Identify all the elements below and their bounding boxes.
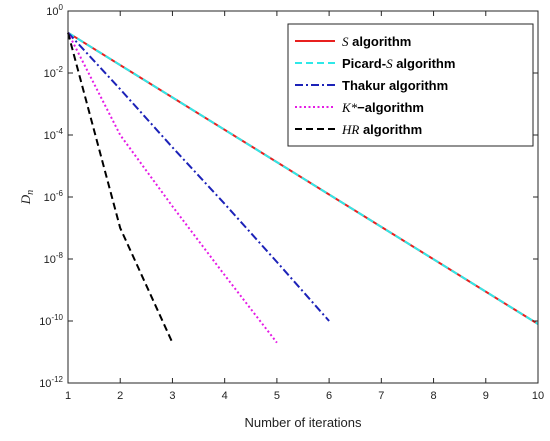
x-tick-label-3: 4 <box>222 390 228 402</box>
y-tick-label-4: 10-8 <box>44 251 64 266</box>
y-tick-label-1: 10-2 <box>44 65 64 80</box>
y-axis-title-subscript: n <box>25 190 36 195</box>
x-tick-label-5: 6 <box>326 390 332 402</box>
y-tick-label-2: 10-4 <box>44 127 64 142</box>
x-tick-label-1: 2 <box>117 390 123 402</box>
legend: S algorithm Picard-S algorithm Thakur algo… <box>287 23 534 147</box>
y-axis-title: Dn <box>18 190 36 205</box>
legend-label-1: Picard-S algorithm <box>342 56 455 71</box>
y-axis-title-main: D <box>18 194 33 205</box>
x-tick-label-6: 7 <box>378 390 384 402</box>
x-tick-label-9: 10 <box>532 390 544 402</box>
y-tick-label-6: 10-12 <box>39 375 63 390</box>
x-tick-label-0: 1 <box>65 390 71 402</box>
legend-label-0: S algorithm <box>342 34 411 49</box>
y-tick-label-5: 10-10 <box>39 313 63 328</box>
legend-entries: S algorithm Picard-S algorithm Thakur algo… <box>295 34 455 137</box>
x-tick-label-2: 3 <box>169 390 175 402</box>
x-axis-title: Number of iterations <box>244 415 362 430</box>
legend-label-2: Thakur algorithm <box>342 78 448 93</box>
x-tick-label-4: 5 <box>274 390 280 402</box>
y-tick-label-3: 10-6 <box>44 189 64 204</box>
series-line-2 <box>67 32 330 322</box>
legend-label-3: K*−algorithm <box>341 100 424 115</box>
x-tick-label-7: 8 <box>430 390 436 402</box>
series-layer <box>67 31 539 344</box>
series-line-4 <box>67 32 174 344</box>
x-tick-label-8: 9 <box>483 390 489 402</box>
tick-layer: 1 2 3 4 5 6 7 8 9 10 100 10-2 10-4 10-6 10-8 10-10 10-12 <box>39 3 544 402</box>
series-line-1 <box>67 31 539 325</box>
series-line-3 <box>67 32 278 344</box>
legend-label-4: HR algorithm <box>341 122 422 137</box>
y-tick-label-0: 100 <box>46 3 63 18</box>
